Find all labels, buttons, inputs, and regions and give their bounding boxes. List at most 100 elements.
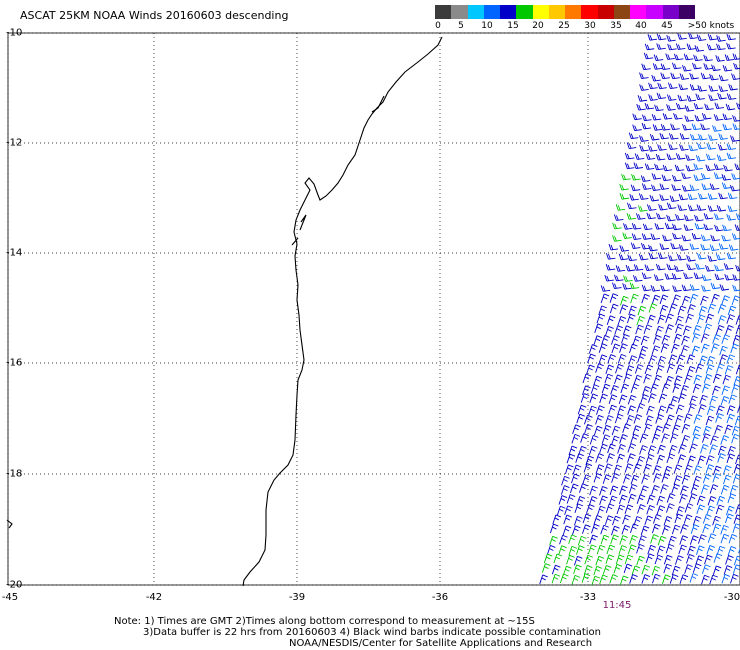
wind-barb [651,523,661,534]
latitude-label: -18 [6,468,23,480]
wind-barb [698,133,708,141]
wind-barb [643,423,653,434]
wind-barb [732,473,740,484]
wind-barb [666,503,675,513]
wind-barb [600,524,609,535]
wind-barb [697,142,707,150]
wind-barb [703,212,714,220]
wind-barb [679,144,689,151]
wind-barb [661,383,671,393]
note-line-1: Note: 1) Times are GMT 2)Times along bot… [114,616,535,627]
scale-label: 40 [635,21,647,31]
wind-barb [714,273,725,281]
wind-barb [725,325,734,335]
wind-barb [588,496,598,506]
wind-barb [608,495,618,506]
wind-barb [579,483,588,493]
wind-barb [703,373,713,384]
wind-barb [644,515,654,526]
wind-barb [692,515,702,526]
wind-barb [710,234,720,242]
wind-barb [562,525,572,536]
wind-barb [698,305,708,316]
wind-barb [641,272,652,279]
wind-barb [686,43,697,51]
wind-barb [705,164,715,172]
wind-barb [666,403,675,414]
wind-barb [718,243,729,250]
wind-barb [613,214,624,221]
wind-barb [678,544,688,555]
wind-barb [651,345,661,355]
wind-barb [710,343,720,353]
wind-barb [681,423,691,434]
wind-barb [611,435,620,446]
wind-barb [667,254,678,262]
wind-barb [676,253,687,261]
wind-barb [630,523,639,534]
wind-barb [714,224,724,232]
wind-barb [644,264,655,272]
latitude-label: -20 [6,579,23,591]
wind-barb [671,273,682,280]
wind-barb [689,573,699,583]
wind-barb [672,223,682,231]
wind-barb [717,304,727,314]
wind-barb [564,505,573,516]
wind-barb [671,424,681,434]
wind-barb [677,454,686,464]
wind-barb [712,565,722,576]
wind-barb [682,123,692,131]
wind-barb [668,303,678,313]
wind-barb [701,564,711,574]
wind-barb [731,73,740,80]
wind-barb [630,433,639,444]
wind-barb [605,415,614,425]
wind-barb [612,515,621,526]
wind-barb [563,514,572,525]
wind-barb [668,354,678,364]
wind-barb [650,534,659,544]
wind-barb [728,83,738,91]
wind-barb [675,506,685,516]
wind-barb [644,415,654,425]
wind-barb [621,333,630,344]
wind-barb [727,546,737,556]
latitude-label: -14 [6,247,23,259]
wind-barb [717,143,728,151]
wind-barb [646,212,656,220]
wind-barb [616,504,626,515]
wind-barb [588,405,597,416]
wind-barb [630,184,641,192]
scale-label: 5 [458,21,464,31]
wind-barb [728,394,737,404]
scale-swatch [483,5,500,19]
wind-barb [564,464,574,475]
wind-barb [722,374,732,385]
wind-barb [577,404,587,415]
wind-barb [665,313,674,323]
wind-barb [733,376,740,386]
wind-barb [647,314,656,325]
pass-time-label: 11:45 [602,600,632,611]
wind-barb [644,102,655,110]
wind-barb [559,534,568,545]
wind-barb [590,384,600,394]
wind-barb [576,545,585,555]
wind-barb [672,285,682,292]
wind-barb [696,252,707,260]
wind-barb [697,455,706,465]
scale-label: 15 [507,21,519,31]
wind-barb [596,313,606,324]
wind-barb [693,414,703,424]
wind-speed-color-scale [435,5,695,19]
wind-barb [562,565,572,576]
wind-barb [717,315,727,325]
wind-barb [606,252,616,260]
wind-barb [671,524,681,535]
wind-barb [709,183,720,190]
wind-barb [696,545,705,555]
wind-barb [665,53,675,60]
wind-barb [591,575,601,586]
wind-barb [715,253,726,261]
